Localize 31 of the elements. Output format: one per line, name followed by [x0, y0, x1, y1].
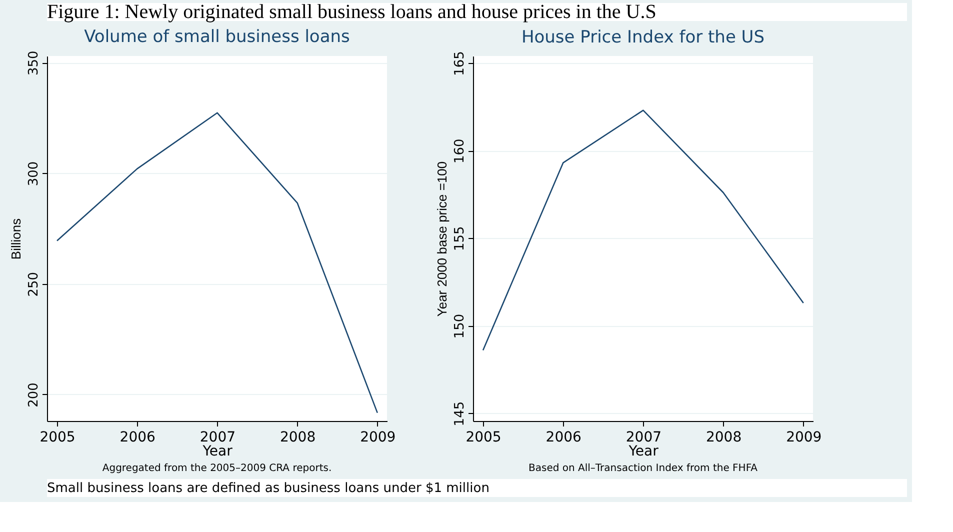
text: Small business loans are defined as business loans under $1 million [47, 481, 490, 496]
text: Aggregated from the 2005–2009 CRA reports. [102, 463, 332, 474]
caption: Figure 1: Newly originated small business loans and house prices in the U.S [47, 1, 656, 23]
y-tick-label: 165 [452, 51, 468, 76]
y-tick-label: 160 [452, 138, 468, 164]
y-tick-label: 145 [452, 401, 468, 426]
line-series [56, 112, 378, 414]
y-tick-label: 150 [452, 314, 468, 339]
text: Based on All–Transaction Index from the FHFA [528, 463, 758, 474]
x-axis-title: Year [202, 444, 233, 460]
x-tick-label: 2007 [626, 430, 662, 446]
x-tick-label: 2009 [786, 430, 822, 446]
x-tick-label: 2005 [466, 430, 502, 446]
x-tick-label: 2006 [120, 430, 156, 446]
x-tick-label: 2005 [40, 430, 76, 446]
x-tick-label: 2006 [546, 430, 582, 446]
chart-title: Volume of small business loans [84, 27, 350, 48]
line-series [482, 110, 804, 351]
y-axis-title: Year 2000 base price =100 [434, 161, 450, 317]
x-tick-label: 2008 [706, 430, 742, 446]
y-tick-label: 300 [26, 161, 42, 186]
x-tick-label: 2007 [200, 430, 236, 446]
chart-title: House Price Index for the US [521, 28, 765, 48]
x-axis-title: Year [628, 444, 659, 460]
y-tick-label: 200 [26, 382, 42, 408]
y-tick-label: 250 [26, 272, 42, 297]
y-tick-label: 155 [452, 226, 468, 252]
x-tick-label: 2008 [280, 430, 316, 446]
y-axis-title: Billions [8, 218, 24, 260]
y-tick-label: 350 [26, 50, 42, 76]
x-tick-label: 2009 [360, 430, 396, 446]
